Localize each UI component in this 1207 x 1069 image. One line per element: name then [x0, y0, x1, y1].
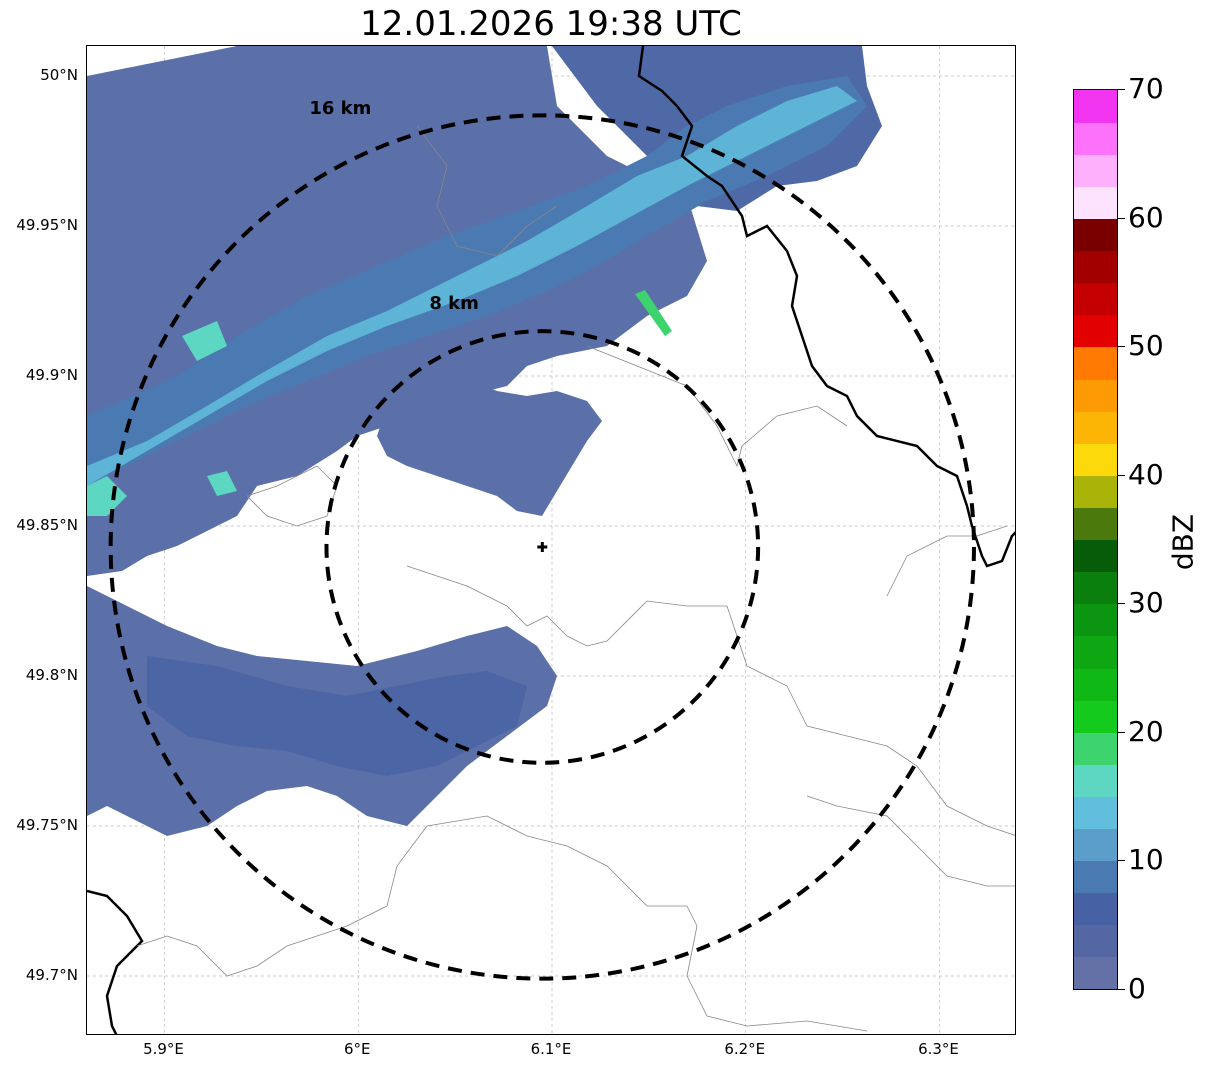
colorbar-segment — [1074, 507, 1117, 541]
map-title: 12.01.2026 19:38 UTC — [360, 4, 742, 44]
colorbar — [1073, 89, 1118, 990]
colorbar-tick-label: 50 — [1128, 329, 1164, 363]
colorbar-segment — [1074, 700, 1117, 733]
latitude-tick-label: 49.85°N — [16, 516, 78, 534]
radar-map[interactable]: 8 km 16 km — [86, 45, 1016, 1035]
colorbar-tick-label: 70 — [1128, 72, 1164, 105]
colorbar-tick-mark — [1118, 346, 1125, 348]
colorbar-tick-label: 0 — [1128, 972, 1146, 1005]
colorbar-tick-mark — [1118, 989, 1125, 990]
colorbar-segment — [1074, 218, 1117, 252]
colorbar-segment — [1074, 764, 1117, 797]
longitude-tick-label: 6.3°E — [918, 1040, 959, 1058]
country-border-southwest — [87, 889, 144, 1034]
radar-site-marker — [537, 542, 548, 552]
colorbar-tick-label: 10 — [1128, 843, 1164, 877]
longitude-tick-label: 6.2°E — [724, 1040, 766, 1058]
latitude-tick-label: 49.8°N — [25, 666, 78, 684]
admin-boundary-2 — [586, 345, 848, 468]
echo-cell-green — [635, 290, 672, 336]
echo-band-lower-dark — [147, 656, 527, 776]
colorbar-segment — [1074, 282, 1117, 316]
colorbar-segment — [1074, 667, 1117, 701]
colorbar-segment — [1074, 90, 1117, 123]
latitude-tick-label: 49.7°N — [25, 966, 78, 984]
longitude-tick-label: 6.1°E — [530, 1040, 572, 1058]
range-ring-16km — [108, 113, 976, 981]
longitude-tick-label: 5.9°E — [143, 1040, 184, 1058]
range-ring-label: 16 km — [309, 98, 371, 119]
longitude-tick-label: 6°E — [343, 1040, 371, 1058]
echo-cell-teal-3 — [207, 471, 237, 496]
echo-cell-teal-2 — [87, 476, 127, 516]
colorbar-segment — [1074, 956, 1117, 989]
admin-boundary-3 — [886, 525, 1008, 597]
echo-band-light — [87, 86, 857, 486]
colorbar-segment — [1074, 635, 1117, 669]
echo-cell-teal — [182, 321, 227, 361]
latitude-tick-label: 50°N — [40, 66, 78, 84]
colorbar-tick-mark — [1118, 731, 1125, 733]
range-rings: 8 km 16 km — [108, 98, 976, 981]
colorbar-segment — [1074, 571, 1117, 605]
colorbar-segment — [1074, 122, 1117, 155]
echo-cluster-center — [377, 376, 602, 516]
colorbar-segment — [1074, 475, 1117, 508]
colorbar-tick-mark — [1118, 217, 1125, 219]
colorbar-segment — [1074, 603, 1117, 637]
colorbar-segment — [1074, 796, 1117, 830]
range-ring-8km — [324, 329, 761, 765]
colorbar-tick-mark — [1118, 89, 1125, 90]
admin-boundary-7 — [416, 125, 558, 257]
admin-boundary-1 — [406, 565, 1015, 836]
radar-echoes — [87, 46, 882, 836]
admin-boundary-6 — [806, 795, 1015, 887]
colorbar-segment — [1074, 378, 1117, 412]
colorbar-segment — [1074, 314, 1117, 348]
colorbar-segment — [1074, 186, 1117, 220]
colorbar-title: dBZ — [1166, 513, 1200, 571]
admin-boundary-4 — [136, 815, 868, 1032]
colorbar-segment — [1074, 892, 1117, 926]
colorbar-tick-label: 40 — [1128, 457, 1164, 491]
colorbar-segment — [1074, 539, 1117, 573]
colorbar-tick-mark — [1118, 603, 1125, 605]
colorbar-tick-mark — [1118, 860, 1125, 862]
colorbar-segment — [1074, 411, 1117, 444]
colorbar-segment — [1074, 860, 1117, 894]
colorbar-segment — [1074, 154, 1117, 187]
colorbar-segment — [1074, 732, 1117, 765]
colorbar-segment — [1074, 924, 1117, 958]
colorbar-tick-label: 30 — [1128, 586, 1164, 620]
latitude-tick-label: 49.95°N — [16, 216, 78, 234]
colorbar-segment — [1074, 828, 1117, 862]
admin-boundary-5 — [246, 465, 338, 527]
latitude-tick-label: 49.9°N — [25, 366, 78, 384]
radar-map-canvas: 8 km 16 km — [87, 46, 1015, 1034]
range-ring-label: 8 km — [429, 293, 479, 314]
latitude-tick-label: 49.75°N — [16, 816, 78, 834]
colorbar-segment — [1074, 346, 1117, 380]
colorbar-segment — [1074, 250, 1117, 284]
colorbar-segment — [1074, 443, 1117, 476]
colorbar-tick-mark — [1118, 474, 1125, 476]
colorbar-tick-label: 60 — [1128, 200, 1164, 234]
colorbar-tick-label: 20 — [1128, 714, 1164, 748]
